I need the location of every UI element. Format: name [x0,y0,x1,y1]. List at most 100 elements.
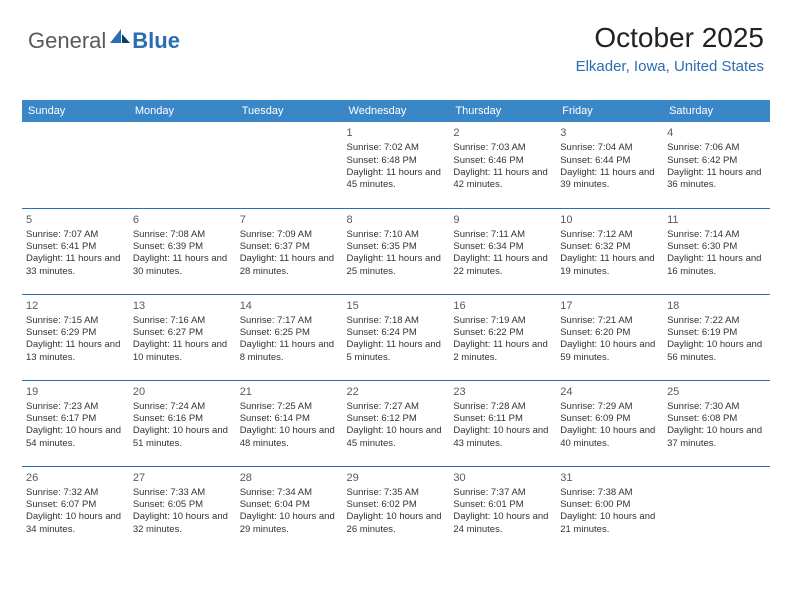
logo-blue-text: Blue [132,28,180,54]
calendar-cell: 4Sunrise: 7:06 AMSunset: 6:42 PMDaylight… [663,122,770,208]
day-number: 12 [26,299,125,313]
sunset-text: Sunset: 6:12 PM [347,413,446,425]
sunrise-text: Sunrise: 7:27 AM [347,401,446,413]
daylight-text: Daylight: 10 hours and 34 minutes. [26,511,125,536]
daylight-text: Daylight: 11 hours and 30 minutes. [133,253,232,278]
sunset-text: Sunset: 6:17 PM [26,413,125,425]
day-number: 14 [240,299,339,313]
weekday-header: Saturday [663,100,770,122]
day-number: 27 [133,471,232,485]
day-number: 10 [560,213,659,227]
sunrise-text: Sunrise: 7:16 AM [133,315,232,327]
sunset-text: Sunset: 6:44 PM [560,155,659,167]
sunrise-text: Sunrise: 7:17 AM [240,315,339,327]
daylight-text: Daylight: 11 hours and 22 minutes. [453,253,552,278]
day-number: 24 [560,385,659,399]
sunset-text: Sunset: 6:32 PM [560,241,659,253]
daylight-text: Daylight: 11 hours and 42 minutes. [453,167,552,192]
sunset-text: Sunset: 6:34 PM [453,241,552,253]
daylight-text: Daylight: 10 hours and 54 minutes. [26,425,125,450]
day-number: 16 [453,299,552,313]
sunrise-text: Sunrise: 7:09 AM [240,229,339,241]
sunset-text: Sunset: 6:20 PM [560,327,659,339]
sunset-text: Sunset: 6:09 PM [560,413,659,425]
calendar-cell: 17Sunrise: 7:21 AMSunset: 6:20 PMDayligh… [556,294,663,380]
month-title: October 2025 [576,22,764,54]
sunset-text: Sunset: 6:41 PM [26,241,125,253]
calendar-cell: 30Sunrise: 7:37 AMSunset: 6:01 PMDayligh… [449,466,556,552]
calendar-cell: 25Sunrise: 7:30 AMSunset: 6:08 PMDayligh… [663,380,770,466]
sunrise-text: Sunrise: 7:21 AM [560,315,659,327]
day-number: 23 [453,385,552,399]
calendar-cell: 3Sunrise: 7:04 AMSunset: 6:44 PMDaylight… [556,122,663,208]
sunrise-text: Sunrise: 7:23 AM [26,401,125,413]
sunrise-text: Sunrise: 7:38 AM [560,487,659,499]
weekday-header: Sunday [22,100,129,122]
daylight-text: Daylight: 10 hours and 56 minutes. [667,339,766,364]
calendar-cell: 7Sunrise: 7:09 AMSunset: 6:37 PMDaylight… [236,208,343,294]
day-number: 2 [453,126,552,140]
daylight-text: Daylight: 11 hours and 8 minutes. [240,339,339,364]
calendar-cell: 22 Sunrise: 7:27 AMSunset: 6:12 PMDayligh… [343,380,450,466]
sunrise-text: Sunrise: 7:08 AM [133,229,232,241]
sunrise-text: Sunrise: 7:14 AM [667,229,766,241]
sunrise-text: Sunrise: 7:30 AM [667,401,766,413]
daylight-text: Daylight: 11 hours and 19 minutes. [560,253,659,278]
daylight-text: Daylight: 11 hours and 13 minutes. [26,339,125,364]
calendar-week: 19Sunrise: 7:23 AMSunset: 6:17 PMDayligh… [22,380,770,466]
calendar-cell: 6Sunrise: 7:08 AMSunset: 6:39 PMDaylight… [129,208,236,294]
sunrise-text: Sunrise: 7:12 AM [560,229,659,241]
calendar-table: SundayMondayTuesdayWednesdayThursdayFrid… [22,100,770,552]
daylight-text: Daylight: 11 hours and 33 minutes. [26,253,125,278]
calendar-cell: 16Sunrise: 7:19 AMSunset: 6:22 PMDayligh… [449,294,556,380]
sunset-text: Sunset: 6:11 PM [453,413,552,425]
daylight-text: Daylight: 10 hours and 45 minutes. [347,425,446,450]
calendar-cell [236,122,343,208]
daylight-text: Daylight: 10 hours and 43 minutes. [453,425,552,450]
day-number: 4 [667,126,766,140]
daylight-text: Daylight: 10 hours and 40 minutes. [560,425,659,450]
calendar-body: 1Sunrise: 7:02 AMSunset: 6:48 PMDaylight… [22,122,770,552]
sunrise-text: Sunrise: 7:22 AM [667,315,766,327]
daylight-text: Daylight: 11 hours and 45 minutes. [347,167,446,192]
calendar-cell [129,122,236,208]
day-number: 26 [26,471,125,485]
day-number: 3 [560,126,659,140]
daylight-text: Daylight: 10 hours and 37 minutes. [667,425,766,450]
calendar-cell: 24Sunrise: 7:29 AMSunset: 6:09 PMDayligh… [556,380,663,466]
day-number: 25 [667,385,766,399]
calendar-cell: 13Sunrise: 7:16 AMSunset: 6:27 PMDayligh… [129,294,236,380]
sunrise-text: Sunrise: 7:10 AM [347,229,446,241]
sunrise-text: Sunrise: 7:32 AM [26,487,125,499]
sunrise-text: Sunrise: 7:06 AM [667,142,766,154]
daylight-text: Daylight: 11 hours and 16 minutes. [667,253,766,278]
sunset-text: Sunset: 6:05 PM [133,499,232,511]
day-number: 11 [667,213,766,227]
calendar-week: 1Sunrise: 7:02 AMSunset: 6:48 PMDaylight… [22,122,770,208]
calendar-cell: 21Sunrise: 7:25 AMSunset: 6:14 PMDayligh… [236,380,343,466]
sunset-text: Sunset: 6:42 PM [667,155,766,167]
day-number: 28 [240,471,339,485]
calendar-cell: 9Sunrise: 7:11 AMSunset: 6:34 PMDaylight… [449,208,556,294]
day-number: 9 [453,213,552,227]
calendar-cell: 29Sunrise: 7:35 AMSunset: 6:02 PMDayligh… [343,466,450,552]
sunrise-text: Sunrise: 7:19 AM [453,315,552,327]
sunrise-text: Sunrise: 7:18 AM [347,315,446,327]
daylight-text: Daylight: 11 hours and 25 minutes. [347,253,446,278]
day-number: 22 [347,385,446,399]
sunrise-text: Sunrise: 7:04 AM [560,142,659,154]
calendar-cell: 12Sunrise: 7:15 AMSunset: 6:29 PMDayligh… [22,294,129,380]
weekday-header: Thursday [449,100,556,122]
sunrise-text: Sunrise: 7:25 AM [240,401,339,413]
daylight-text: Daylight: 10 hours and 48 minutes. [240,425,339,450]
weekday-header: Wednesday [343,100,450,122]
calendar-cell: 23Sunrise: 7:28 AMSunset: 6:11 PMDayligh… [449,380,556,466]
sunset-text: Sunset: 6:27 PM [133,327,232,339]
sunset-text: Sunset: 6:04 PM [240,499,339,511]
sunset-text: Sunset: 6:46 PM [453,155,552,167]
day-number: 19 [26,385,125,399]
calendar-cell: 2Sunrise: 7:03 AMSunset: 6:46 PMDaylight… [449,122,556,208]
day-number: 20 [133,385,232,399]
sunset-text: Sunset: 6:16 PM [133,413,232,425]
sunset-text: Sunset: 6:14 PM [240,413,339,425]
